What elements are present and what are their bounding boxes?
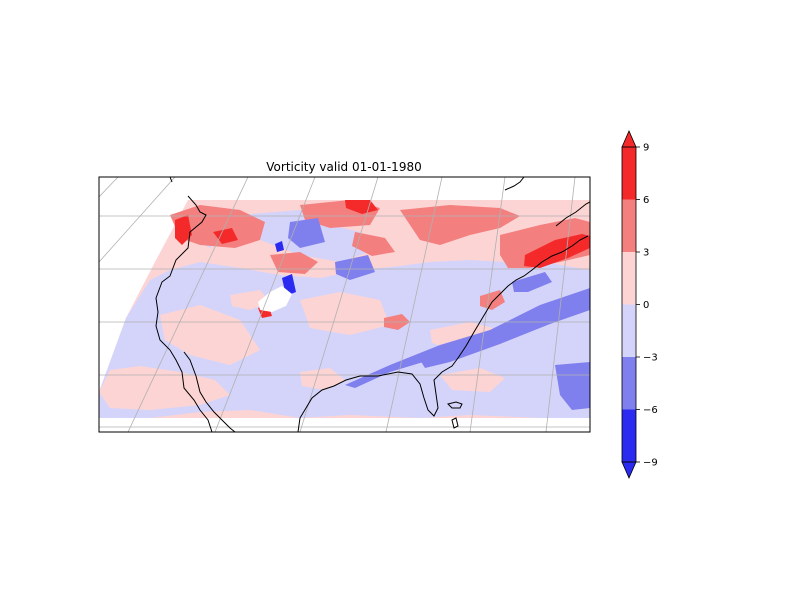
colorbar-band xyxy=(622,305,636,358)
colorbar-tick-label: 6 xyxy=(643,195,649,206)
colorbar-band xyxy=(622,200,636,253)
colorbar-tick-label: 9 xyxy=(643,143,649,154)
colorbar-tick-label: 3 xyxy=(643,248,649,259)
colorbar-band xyxy=(622,357,636,410)
colorbar-tick-label: −9 xyxy=(643,458,658,469)
colorbar-tick-label: 0 xyxy=(643,300,649,311)
colorbar-band xyxy=(622,410,636,463)
chart-title: Vorticity valid 01-01-1980 xyxy=(266,160,421,174)
colorbar-tick-label: −3 xyxy=(643,353,658,364)
colorbar-extend-min xyxy=(622,462,636,478)
colorbar: −9 −6 −3 0 3 6 9 xyxy=(622,131,658,478)
colorbar-tick-label: −6 xyxy=(643,405,658,416)
colorbar-band xyxy=(622,147,636,200)
colorbar-band xyxy=(622,252,636,305)
gridline-meridian xyxy=(99,177,118,197)
colorbar-extend-max xyxy=(622,131,636,147)
vorticity-map xyxy=(99,177,590,432)
